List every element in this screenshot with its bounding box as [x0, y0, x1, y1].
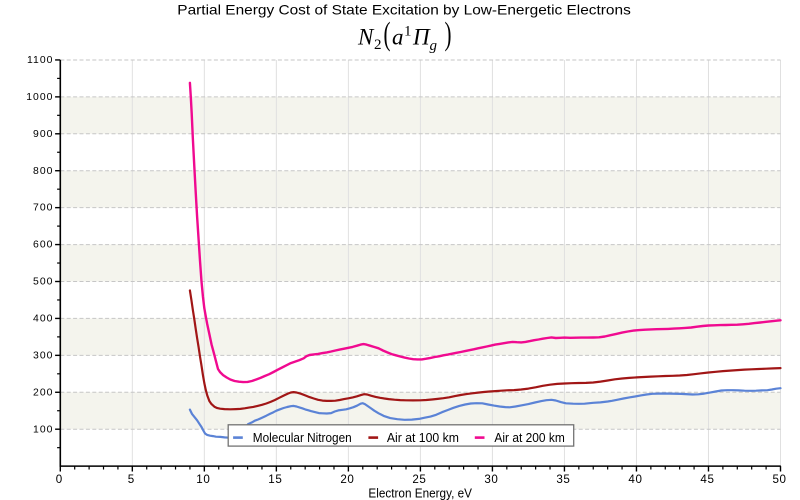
svg-text:Π: Π [412, 25, 431, 50]
svg-text:35: 35 [556, 473, 570, 486]
svg-text:a: a [392, 25, 404, 50]
svg-text:600: 600 [33, 240, 53, 251]
svg-text:800: 800 [33, 166, 53, 177]
svg-text:5: 5 [128, 473, 135, 486]
svg-text:900: 900 [33, 129, 53, 140]
svg-text:(: ( [384, 16, 391, 53]
svg-text:2: 2 [374, 37, 382, 53]
svg-text:10: 10 [196, 473, 210, 486]
svg-text:400: 400 [33, 314, 53, 325]
svg-text:30: 30 [484, 473, 498, 486]
svg-text:25: 25 [412, 473, 426, 486]
svg-text:45: 45 [700, 473, 714, 486]
svg-text:20: 20 [340, 473, 354, 486]
svg-text:15: 15 [268, 473, 282, 486]
svg-text:Molecular Nitrogen: Molecular Nitrogen [253, 430, 352, 445]
svg-text:300: 300 [33, 350, 53, 361]
svg-text:0: 0 [56, 473, 63, 486]
svg-text:100: 100 [33, 424, 53, 435]
svg-text:Air at 200 km: Air at 200 km [494, 430, 564, 445]
svg-text:1100: 1100 [27, 55, 53, 66]
svg-text:Partial Energy Cost of State E: Partial Energy Cost of State Excitation … [177, 2, 631, 17]
svg-text:40: 40 [628, 473, 642, 486]
svg-text:700: 700 [33, 203, 53, 214]
svg-text:Air at 100 km: Air at 100 km [387, 430, 459, 445]
svg-text:Electron Energy, eV: Electron Energy, eV [368, 486, 472, 500]
svg-text:g: g [430, 38, 438, 54]
svg-text:500: 500 [33, 277, 53, 288]
svg-text:N: N [357, 25, 375, 50]
svg-text:50: 50 [772, 473, 786, 486]
svg-text:1: 1 [404, 24, 412, 40]
svg-text:1000: 1000 [26, 92, 53, 103]
svg-text:): ) [445, 16, 452, 53]
svg-text:200: 200 [33, 387, 53, 398]
